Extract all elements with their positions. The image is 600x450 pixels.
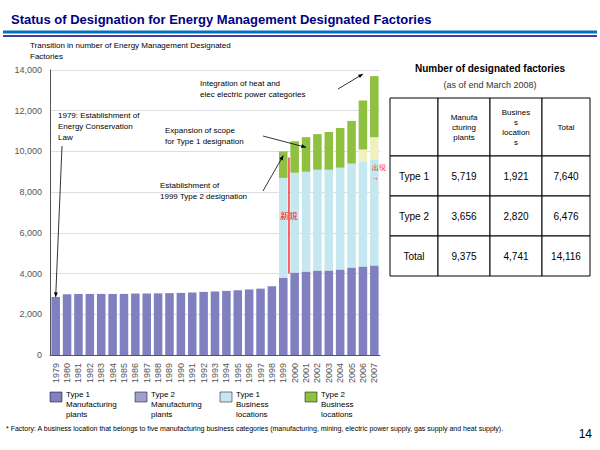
svg-text:9,375: 9,375 (451, 251, 476, 262)
svg-text:(as of end March 2008): (as of end March 2008) (443, 80, 536, 90)
svg-text:6,476: 6,476 (553, 211, 578, 222)
svg-text:1985: 1985 (119, 363, 129, 383)
svg-text:1993: 1993 (210, 363, 220, 383)
svg-text:1988: 1988 (153, 363, 163, 383)
svg-text:8,000: 8,000 (19, 187, 42, 197)
svg-text:2,000: 2,000 (19, 309, 42, 319)
svg-text:Number of designated factories: Number of designated factories (415, 63, 565, 74)
svg-text:Manufacturing: Manufacturing (151, 400, 202, 409)
svg-text:2005: 2005 (347, 363, 357, 383)
svg-text:1999: 1999 (278, 363, 288, 383)
svg-text:6,000: 6,000 (19, 228, 42, 238)
svg-text:1982: 1982 (85, 363, 95, 383)
svg-text:1990: 1990 (176, 363, 186, 383)
svg-text:7,640: 7,640 (553, 171, 578, 182)
svg-text:1992: 1992 (199, 363, 209, 383)
svg-text:2001: 2001 (301, 363, 311, 383)
svg-text:s: s (514, 118, 518, 127)
svg-text:2007: 2007 (369, 363, 379, 383)
svg-text:Type 1: Type 1 (399, 171, 429, 182)
svg-text:1979: 1979 (51, 363, 61, 383)
svg-text:12,000: 12,000 (14, 106, 42, 116)
svg-text:5,719: 5,719 (451, 171, 476, 182)
svg-text:1979: Establishment of: 1979: Establishment of (58, 111, 140, 120)
svg-text:Busines: Busines (502, 108, 530, 117)
svg-text:2006: 2006 (358, 363, 368, 383)
svg-text:elec electric power categories: elec electric power categories (200, 90, 305, 99)
svg-text:Type 2: Type 2 (321, 390, 346, 399)
svg-text:Type 2: Type 2 (399, 211, 429, 222)
svg-text:新規: 新規 (280, 211, 298, 221)
svg-text:locations: locations (321, 410, 353, 419)
svg-text:3,656: 3,656 (451, 211, 476, 222)
svg-text:10,000: 10,000 (14, 146, 42, 156)
svg-text:4,000: 4,000 (19, 269, 42, 279)
svg-text:Business: Business (321, 400, 353, 409)
svg-text:1989: 1989 (164, 363, 174, 383)
svg-text:Factories: Factories (30, 52, 63, 61)
svg-text:plants: plants (66, 410, 87, 419)
svg-text:1996: 1996 (244, 363, 254, 383)
svg-text:Establishment of: Establishment of (160, 181, 220, 190)
svg-text:1983: 1983 (96, 363, 106, 383)
svg-text:14: 14 (579, 427, 593, 441)
svg-text:plants: plants (453, 133, 474, 142)
svg-text:1995: 1995 (233, 363, 243, 383)
svg-text:→: → (372, 174, 379, 181)
svg-text:0: 0 (37, 350, 42, 360)
svg-text:1986: 1986 (130, 363, 140, 383)
svg-text:Type 2: Type 2 (151, 390, 176, 399)
svg-text:1998: 1998 (267, 363, 277, 383)
svg-text:Type 1: Type 1 (66, 390, 91, 399)
svg-text:4,741: 4,741 (503, 251, 528, 262)
svg-text:1984: 1984 (108, 363, 118, 383)
svg-text:1,921: 1,921 (503, 171, 528, 182)
svg-text:Law: Law (58, 133, 73, 142)
svg-text:Total: Total (558, 123, 575, 132)
svg-text:1999 Type 2 designation: 1999 Type 2 designation (160, 192, 247, 201)
svg-text:Status of Designation for Ener: Status of Designation for Energy Managem… (11, 12, 431, 27)
svg-text:cturing: cturing (452, 123, 476, 132)
svg-text:Business: Business (236, 400, 268, 409)
svg-text:2003: 2003 (324, 363, 334, 383)
svg-text:location: location (502, 128, 530, 137)
svg-text:for Type 1 designation: for Type 1 designation (165, 137, 244, 146)
svg-text:Energy Conservation: Energy Conservation (58, 122, 133, 131)
svg-text:1987: 1987 (142, 363, 152, 383)
svg-text:Manufacturing: Manufacturing (66, 400, 117, 409)
svg-text:1981: 1981 (73, 363, 83, 383)
svg-text:s: s (514, 138, 518, 147)
svg-text:Type 1: Type 1 (236, 390, 261, 399)
svg-text:1997: 1997 (256, 363, 266, 383)
svg-text:plants: plants (151, 410, 172, 419)
svg-text:14,000: 14,000 (14, 65, 42, 75)
svg-text:2000: 2000 (290, 363, 300, 383)
svg-text:14,116: 14,116 (551, 251, 581, 262)
svg-text:1991: 1991 (187, 363, 197, 383)
svg-text:2002: 2002 (312, 363, 322, 383)
svg-text:Total: Total (403, 251, 424, 262)
svg-text:2004: 2004 (335, 363, 345, 383)
svg-text:* Factory: A business location: * Factory: A business location that belo… (6, 425, 503, 433)
svg-text:Manufa: Manufa (451, 113, 478, 122)
svg-text:出現: 出現 (372, 164, 386, 171)
svg-text:locations: locations (236, 410, 268, 419)
svg-text:Transition in number of Energy: Transition in number of Energy Managemen… (30, 41, 231, 50)
svg-text:1980: 1980 (62, 363, 72, 383)
svg-text:Expansion of scope: Expansion of scope (165, 126, 235, 135)
svg-text:1994: 1994 (221, 363, 231, 383)
svg-text:2,820: 2,820 (503, 211, 528, 222)
svg-text:Integration of heat and: Integration of heat and (200, 79, 280, 88)
